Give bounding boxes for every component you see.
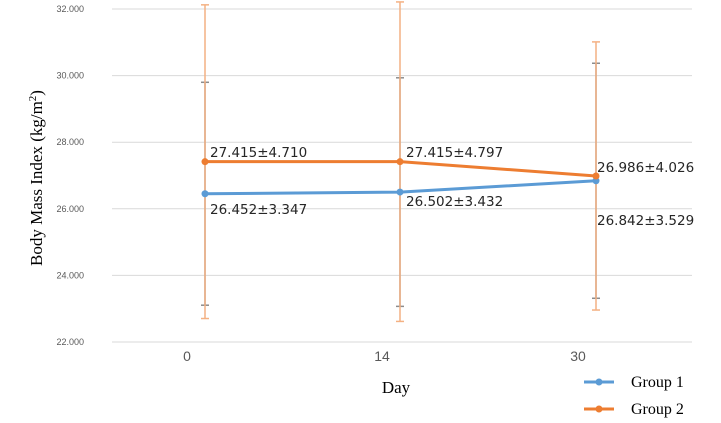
legend-marker (595, 378, 603, 386)
x-axis-ticks: 0 14 30 (183, 348, 586, 364)
y-tick-label: 24.000 (56, 270, 84, 280)
data-point (396, 158, 404, 166)
data-point (592, 172, 600, 180)
data-label: 26.986±4.026 (597, 160, 694, 176)
data-point (396, 188, 404, 196)
x-axis-title: Day (382, 378, 411, 397)
data-labels: 26.452±3.347 26.502±3.432 26.842±3.529 27.4… (210, 145, 694, 229)
y-axis-ticks: 22.000 24.000 26.000 28.000 30.000 32.000 (56, 4, 84, 347)
y-tick-label: 28.000 (56, 137, 84, 147)
x-tick-label: 30 (570, 348, 586, 364)
series-lines (201, 158, 600, 198)
data-label: 26.842±3.529 (597, 213, 694, 229)
y-tick-label: 26.000 (56, 204, 84, 214)
data-label: 26.452±3.347 (210, 202, 307, 218)
data-label: 27.415±4.797 (406, 145, 503, 161)
x-tick-label: 14 (374, 348, 390, 364)
legend-label: Group 2 (631, 401, 684, 418)
data-point (201, 190, 209, 198)
data-point (592, 177, 600, 185)
gridlines (112, 8, 692, 343)
data-label: 26.502±3.432 (406, 194, 503, 210)
x-tick-label: 0 (183, 348, 191, 364)
y-tick-label: 32.000 (56, 4, 84, 14)
y-tick-label: 22.000 (56, 337, 84, 347)
legend-label: Group 1 (631, 374, 684, 391)
y-tick-label: 30.000 (56, 71, 84, 81)
legend-marker (595, 405, 603, 413)
data-point (201, 158, 209, 166)
data-label: 27.415±4.710 (210, 145, 307, 161)
legend: Group 1 Group 2 (584, 374, 684, 418)
y-axis-title: Body Mass Index (kg/m2) (27, 90, 46, 266)
